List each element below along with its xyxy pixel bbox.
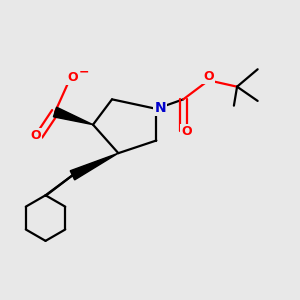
Text: O: O [181,125,192,138]
Polygon shape [53,107,93,125]
Text: O: O [67,71,78,84]
Polygon shape [70,153,118,180]
Text: N: N [154,101,166,115]
Text: −: − [79,66,89,79]
Text: O: O [31,129,41,142]
Text: O: O [203,70,214,83]
